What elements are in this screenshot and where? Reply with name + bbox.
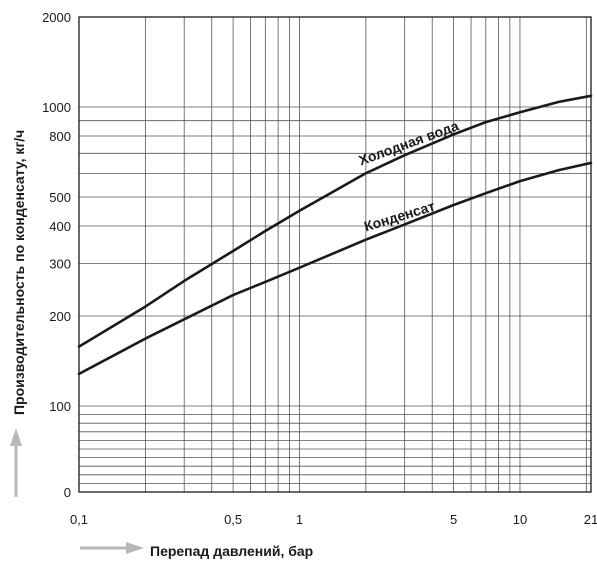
y-axis-title: Производительность по конденсату, кг/ч bbox=[11, 130, 27, 415]
x-axis-arrow bbox=[80, 542, 144, 554]
series-label-cold-water: Холодная вода bbox=[356, 117, 460, 168]
series-line-condensate bbox=[77, 161, 593, 376]
y-axis-arrow bbox=[10, 428, 22, 497]
grid-lines bbox=[79, 17, 591, 492]
x-tick-label: 1 bbox=[296, 512, 303, 527]
x-tick-labels: 0,1 0,5 1 5 10 21 bbox=[70, 512, 597, 527]
plot-frame bbox=[78, 16, 592, 493]
y-tick-label: 1000 bbox=[42, 100, 71, 115]
x-tick-label: 0,1 bbox=[70, 512, 88, 527]
x-tick-label: 10 bbox=[513, 512, 527, 527]
y-tick-label: 0 bbox=[64, 485, 71, 500]
x-tick-label: 21 bbox=[584, 512, 597, 527]
y-tick-label: 200 bbox=[49, 309, 71, 324]
y-tick-label: 300 bbox=[49, 256, 71, 271]
y-tick-label: 800 bbox=[49, 129, 71, 144]
y-tick-label: 400 bbox=[49, 219, 71, 234]
series-label-condensate: Конденсат bbox=[362, 198, 437, 235]
x-tick-label: 0,5 bbox=[224, 512, 242, 527]
series-line-cold-water bbox=[77, 94, 593, 348]
y-tick-labels: 0 100 200 300 400 500 800 1000 2000 bbox=[42, 10, 71, 500]
y-tick-label: 2000 bbox=[42, 10, 71, 25]
x-tick-label: 5 bbox=[450, 512, 457, 527]
y-tick-label: 100 bbox=[49, 399, 71, 414]
x-axis-title: Перепад давлений, бар bbox=[150, 543, 313, 559]
series-lines bbox=[77, 94, 593, 376]
y-tick-label: 500 bbox=[49, 190, 71, 205]
